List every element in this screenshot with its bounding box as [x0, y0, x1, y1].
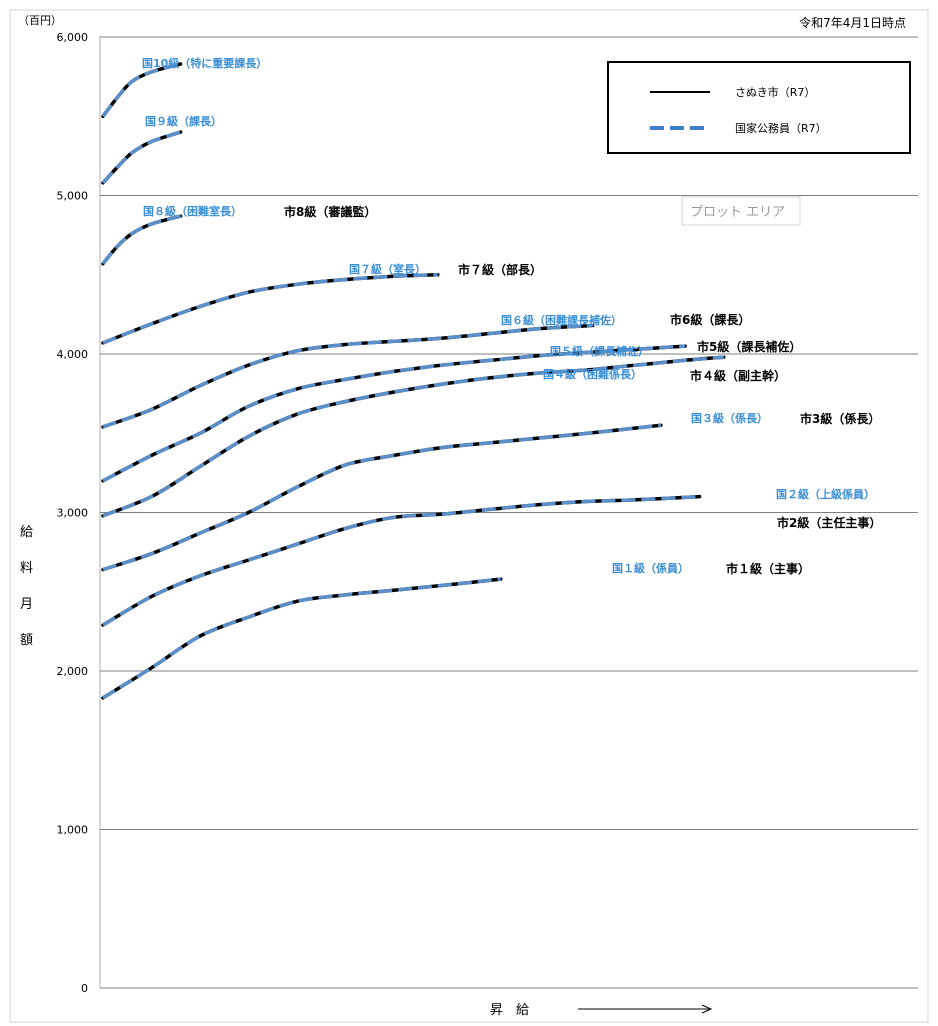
chart-area-border — [9, 9, 929, 1023]
series-label-shi: 市3級（係長） — [800, 411, 880, 426]
series-label-koku: 国８級（困難室長） — [143, 204, 242, 218]
series-label-shi: 市8級（審議監） — [284, 204, 376, 219]
y-tick-label: 1,000 — [57, 824, 89, 837]
series-label-koku: 国４級（困難係長） — [543, 367, 642, 381]
y-axis-char: 月 — [20, 597, 33, 612]
series-label-koku: 国５級（課長補佐） — [550, 344, 649, 358]
y-axis-char: 給 — [20, 525, 33, 540]
legend-box — [607, 61, 911, 154]
series-label-koku: 国７級（室長） — [349, 262, 426, 276]
series-label-shi: 市１級（主事） — [726, 561, 810, 576]
date-label: 令和7年4月1日時点 — [799, 15, 906, 30]
y-tick-label: 6,000 — [57, 31, 89, 44]
legend-entry-shi: さぬき市（R7） — [735, 85, 815, 99]
series-label-koku: 国10級（特に重要課長） — [142, 56, 267, 70]
y-tick-labels: 0 1,000 2,000 3,000 4,000 5,000 6,000 — [57, 31, 89, 995]
series-label-shi: 市７級（部長） — [458, 262, 542, 277]
series-lines — [101, 62, 726, 700]
series-label-shi: 市2級（主任主事） — [777, 515, 881, 530]
series-line-koku — [102, 577, 501, 700]
y-axis-char: 額 — [20, 633, 33, 648]
series-line-koku — [102, 344, 686, 483]
series-label-koku: 国９級（課長） — [145, 114, 222, 128]
series-label-shi: 市6級（課長） — [670, 312, 750, 327]
series-labels: 国10級（特に重要課長） 国９級（課長） 国８級（困難室長） 市8級（審議監） 国７級（… — [142, 56, 881, 576]
svg-text:プロット エリア: プロット エリア — [690, 205, 785, 220]
y-tick-label: 4,000 — [57, 348, 89, 361]
y-tick-label: 5,000 — [57, 190, 89, 203]
series-label-shi: 市４級（副主幹） — [690, 368, 786, 383]
series-line-koku — [102, 423, 661, 572]
legend-entry-koku: 国家公務員（R7） — [735, 121, 827, 135]
series-label-koku: 国１級（係員） — [612, 561, 689, 575]
series-line-koku — [102, 494, 700, 627]
series-label-shi: 市5級（課長補佐） — [697, 339, 801, 354]
series-line-koku — [101, 214, 182, 265]
legend: さぬき市（R7） 国家公務員（R7） — [607, 61, 911, 154]
x-axis-label: 昇 給 — [490, 1003, 529, 1018]
y-tick-label: 0 — [81, 982, 88, 995]
y-axis-char: 料 — [20, 561, 33, 576]
gridlines — [100, 36, 918, 989]
unit-label: （百円） — [18, 14, 62, 27]
series-label-koku: 国６級（困難課長補佐） — [501, 313, 622, 327]
series-line-koku — [102, 323, 593, 429]
y-tick-label: 2,000 — [57, 665, 89, 678]
series-line-shi — [101, 273, 440, 345]
series-line-koku — [101, 130, 182, 184]
plot-area-tooltip: プロット エリア — [681, 196, 801, 226]
series-line-koku — [101, 62, 182, 118]
series-label-koku: 国２級（上級係員） — [776, 487, 875, 501]
series-label-koku: 国３級（係長） — [691, 411, 768, 425]
y-axis-label: 給 料 月 額 — [20, 525, 33, 648]
x-axis-arrow — [578, 1004, 713, 1014]
y-tick-label: 3,000 — [57, 507, 89, 520]
series-line-koku — [102, 355, 724, 518]
